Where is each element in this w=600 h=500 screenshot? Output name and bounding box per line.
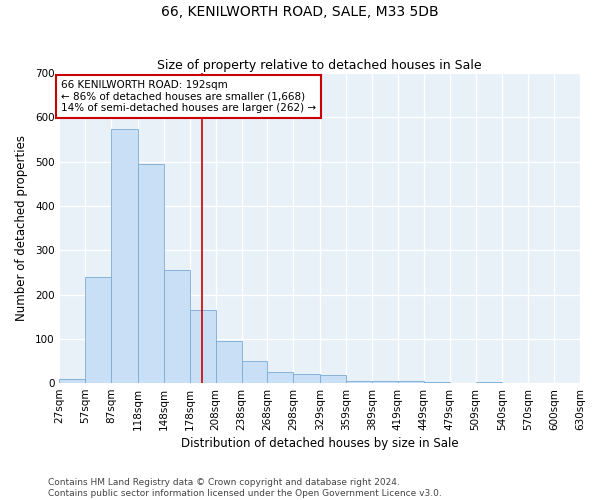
Bar <box>242 361 268 383</box>
Bar <box>320 375 346 383</box>
X-axis label: Distribution of detached houses by size in Sale: Distribution of detached houses by size … <box>181 437 458 450</box>
Bar <box>111 128 138 383</box>
Bar <box>372 381 398 383</box>
Bar <box>215 341 242 383</box>
Bar <box>190 310 215 383</box>
Y-axis label: Number of detached properties: Number of detached properties <box>15 135 28 321</box>
Bar <box>293 374 320 383</box>
Bar <box>85 277 111 383</box>
Bar <box>476 382 502 383</box>
Bar <box>59 378 85 383</box>
Bar <box>346 381 372 383</box>
Title: Size of property relative to detached houses in Sale: Size of property relative to detached ho… <box>157 59 482 72</box>
Text: 66 KENILWORTH ROAD: 192sqm
← 86% of detached houses are smaller (1,668)
14% of s: 66 KENILWORTH ROAD: 192sqm ← 86% of deta… <box>61 80 316 113</box>
Bar <box>268 372 293 383</box>
Bar <box>424 382 449 383</box>
Bar <box>164 270 190 383</box>
Bar <box>398 381 424 383</box>
Text: Contains HM Land Registry data © Crown copyright and database right 2024.
Contai: Contains HM Land Registry data © Crown c… <box>48 478 442 498</box>
Bar <box>138 164 164 383</box>
Text: 66, KENILWORTH ROAD, SALE, M33 5DB: 66, KENILWORTH ROAD, SALE, M33 5DB <box>161 5 439 19</box>
